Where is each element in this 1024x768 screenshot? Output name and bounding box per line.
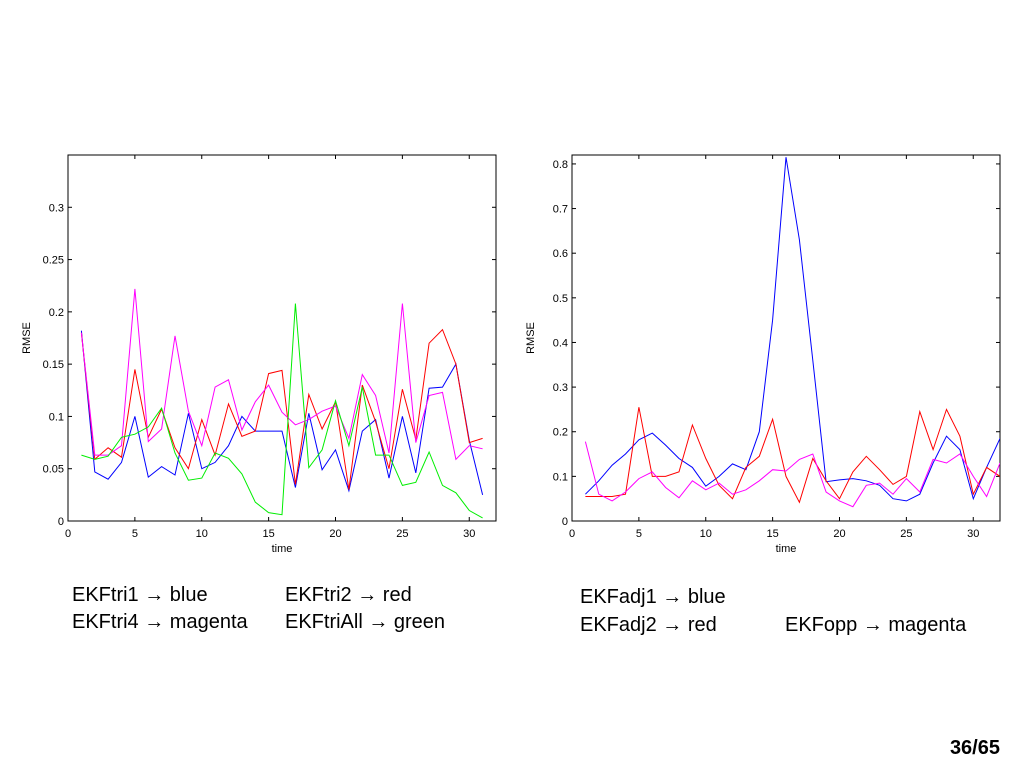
x-axis-label: time — [272, 543, 293, 555]
y-tick-label: 0.1 — [49, 411, 64, 423]
y-tick-label: 0.2 — [553, 427, 568, 439]
y-tick-label: 0.7 — [553, 204, 568, 216]
chart-left: 0 5 10 15 20 25 30 0 0.05 0.1 0.15 0.2 0.25 0.3 time RM… — [21, 154, 497, 555]
series-line-0 — [585, 157, 1000, 502]
x-tick-label: 30 — [463, 528, 475, 540]
chart-right: 0 5 10 15 20 25 30 0 0.1 0.2 0.3 0.4 0.5 0.6 0.7 0.8 tim… — [525, 154, 1001, 555]
y-tick-label: 0.6 — [553, 248, 568, 260]
series-line-1 — [80, 328, 483, 490]
x-tick-label: 5 — [132, 528, 138, 540]
x-tick-label: 20 — [329, 528, 341, 540]
y-tick-label: 0.05 — [43, 464, 64, 476]
y-tick-label: 0 — [58, 516, 64, 528]
series-line-2 — [584, 441, 1000, 508]
y-tick-label: 0.5 — [553, 293, 568, 305]
y-axis-label: RMSE — [525, 322, 537, 354]
y-tick-label: 0.4 — [553, 337, 568, 349]
y-tick-label: 0 — [562, 516, 568, 528]
x-axis-label: time — [776, 543, 797, 555]
plot-area — [67, 154, 497, 522]
y-tick-label: 0.15 — [43, 359, 64, 371]
series-line-0 — [80, 330, 484, 496]
x-tick-label: 0 — [569, 528, 575, 540]
y-tick-label: 0.25 — [43, 255, 64, 267]
x-tick-label: 20 — [833, 528, 845, 540]
x-tick-label: 15 — [767, 528, 779, 540]
x-tick-label: 30 — [967, 528, 979, 540]
page-number: 36/65 — [949, 737, 1000, 759]
legend-item-ekfadj1: EKFadj1 → blue — [580, 586, 726, 608]
x-tick-label: 25 — [396, 528, 408, 540]
series-line-3 — [81, 303, 483, 519]
y-tick-label: 0.3 — [49, 202, 64, 214]
legend-item-ekftri2: EKFtri2 → red — [285, 584, 412, 606]
legend-item-ekfadj2: EKFadj2 → red — [580, 614, 717, 636]
legend-item-ekfopp: EKFopp → magenta — [785, 614, 967, 636]
y-tick-label: 0.1 — [553, 471, 568, 483]
y-tick-label: 0.2 — [49, 307, 64, 319]
series-line-1 — [585, 407, 1000, 504]
y-tick-label: 0.3 — [553, 382, 568, 394]
plot-area — [571, 154, 1001, 522]
x-tick-label: 0 — [65, 528, 71, 540]
legend-item-ekftri1: EKFtri1 → blue — [72, 584, 208, 606]
x-tick-label: 25 — [900, 528, 912, 540]
x-tick-label: 10 — [700, 528, 712, 540]
x-tick-label: 10 — [196, 528, 208, 540]
y-tick-label: 0.8 — [553, 159, 568, 171]
x-tick-label: 15 — [263, 528, 275, 540]
x-tick-label: 5 — [636, 528, 642, 540]
legend-item-ekftri4: EKFtri4 → magenta — [72, 611, 248, 633]
legend-item-ekftriall: EKFtriAll → green — [285, 611, 446, 633]
series-line-2 — [80, 288, 483, 461]
y-axis-label: RMSE — [21, 322, 33, 354]
